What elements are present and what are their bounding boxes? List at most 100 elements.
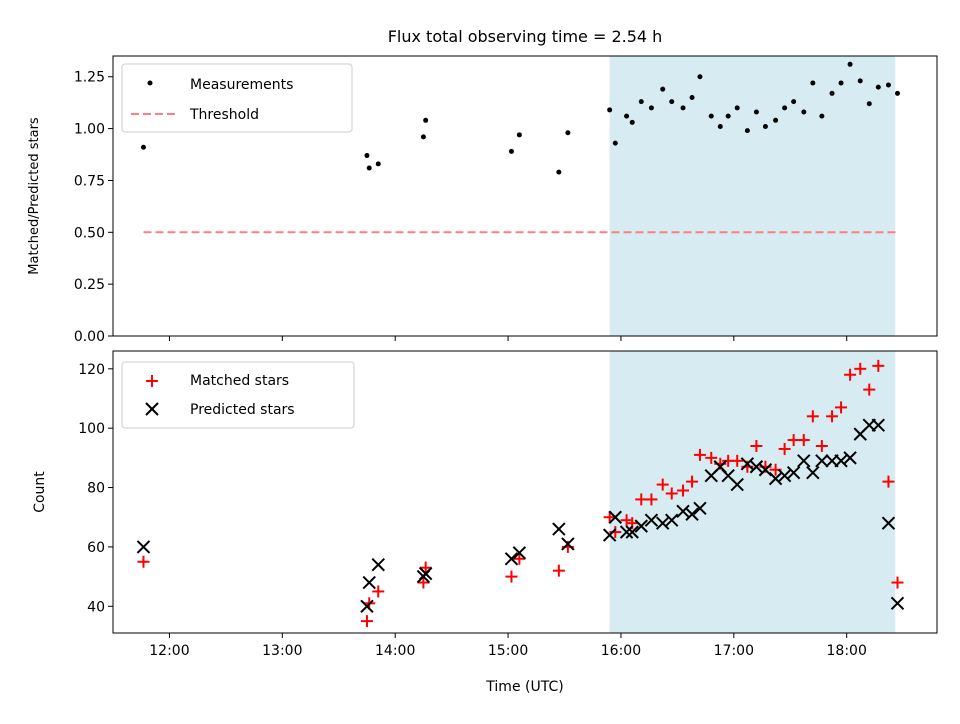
x-tick-label: 16:00 (601, 643, 641, 659)
matched-star-point (686, 475, 699, 488)
matched-star-point (656, 478, 669, 491)
matched-star-point (360, 615, 373, 628)
matched-star-point (815, 439, 828, 452)
matched-star-point (372, 585, 385, 598)
matched-star-point (806, 410, 819, 423)
measurement-point (885, 82, 891, 88)
y-tick-label: 0.00 (74, 329, 105, 345)
predicted-star-point (644, 513, 659, 527)
measurement-point (689, 94, 695, 100)
legend-threshold-label: Threshold (189, 107, 259, 123)
matched-star-point (693, 448, 706, 461)
count-panel: 40 60 80 100 120 12:00 13:00 14:00 15:00 16:00 17… (32, 350, 938, 695)
measurement-point (420, 134, 426, 140)
predicted-star-point (806, 465, 820, 480)
measurement-point (810, 80, 816, 86)
x-tick-label: 17:00 (714, 643, 754, 659)
matched-star-point (137, 555, 150, 568)
y-tick-label: 0.75 (74, 173, 105, 189)
predicted-star-point (730, 477, 744, 492)
observing-window-shade (609, 56, 896, 336)
matched-star-point (603, 511, 616, 524)
predicted-star-point (665, 513, 679, 527)
matched-star-point (635, 493, 648, 506)
y-tick-label: 0.50 (74, 225, 105, 241)
predicted-star-point (362, 575, 376, 590)
observing-window-shade (609, 351, 896, 633)
predicted-star-point (843, 451, 857, 465)
ratio-panel: 0.00 0.25 0.50 0.75 1.00 1.25 Flux total obse… (27, 27, 938, 345)
measurement-point (140, 144, 146, 150)
predicted-star-point (749, 460, 764, 474)
measurement-points (140, 61, 900, 175)
legend-matched-label: Matched stars (190, 373, 289, 389)
measurement-point (753, 109, 759, 115)
matched-star-point (620, 514, 633, 527)
x-tick-label: 14:00 (375, 643, 415, 659)
count-x-ticks: 12:00 13:00 14:00 15:00 16:00 17:00 18:00 (149, 633, 867, 659)
measurement-point (717, 124, 723, 130)
count-y-ticks: 40 60 80 100 120 (78, 362, 113, 615)
count-legend: Matched stars Predicted stars (121, 361, 355, 429)
matched-star-point (417, 576, 430, 589)
predicted-star-point (136, 540, 151, 554)
measurement-point (875, 84, 881, 90)
matched-star-point (665, 487, 678, 500)
predicted-star-point (552, 522, 566, 536)
predicted-star-point (371, 558, 385, 572)
ratio-y-ticks: 0.00 0.25 0.50 0.75 1.00 1.25 (74, 70, 113, 345)
y-tick-label: 120 (78, 362, 105, 378)
measurement-point (423, 117, 429, 123)
legend-box (121, 63, 353, 133)
measurement-point (894, 90, 900, 96)
matched-star-point (826, 410, 839, 423)
measurement-point (624, 113, 630, 119)
y-tick-label: 80 (87, 481, 105, 497)
y-tick-label: 1.25 (74, 70, 105, 86)
y-tick-label: 1.00 (74, 122, 105, 138)
measurement-point (660, 86, 666, 92)
y-tick-label: 100 (78, 421, 105, 437)
legend-box (121, 361, 355, 429)
matched-star-point (863, 383, 876, 396)
matched-star-point (513, 552, 526, 565)
measurement-point (866, 101, 872, 107)
predicted-star-point (360, 599, 374, 613)
measurement-point (819, 113, 825, 119)
measurement-point (725, 113, 731, 119)
matched-star-point (872, 359, 885, 372)
y-tick-label: 60 (87, 540, 105, 556)
predicted-star-point (815, 454, 829, 468)
measurement-point (508, 148, 514, 154)
measurement-point (638, 99, 644, 105)
x-tick-label: 12:00 (149, 643, 189, 659)
measurement-point (782, 105, 788, 111)
measurement-point (607, 107, 613, 113)
predicted-star-point (890, 596, 905, 611)
measurement-point (708, 113, 714, 119)
predicted-star-point (625, 525, 639, 539)
count-points (136, 359, 905, 628)
predicted-star-point (608, 510, 623, 524)
measurement-point (857, 78, 863, 84)
predicted-star-point (656, 516, 670, 530)
matched-star-point (731, 454, 744, 467)
measurement-point (516, 132, 522, 138)
x-axis-label: Time (UTC) (485, 679, 563, 695)
x-tick-label: 18:00 (827, 643, 867, 659)
measurement-point (697, 74, 703, 80)
measurement-point (734, 105, 740, 111)
predicted-star-point (768, 471, 783, 486)
legend-measurements-marker (147, 80, 153, 86)
measurement-point (838, 80, 844, 86)
matched-star-point (705, 451, 718, 464)
measurement-point (801, 109, 807, 115)
measurement-point (847, 61, 853, 67)
matched-star-point (882, 475, 895, 488)
ratio-legend: Measurements Threshold (121, 63, 353, 133)
matched-star-point (645, 493, 658, 506)
count-y-axis-label: Count (32, 471, 48, 513)
measurement-point (629, 119, 635, 125)
matched-star-point (797, 434, 810, 447)
measurement-point (669, 99, 675, 105)
